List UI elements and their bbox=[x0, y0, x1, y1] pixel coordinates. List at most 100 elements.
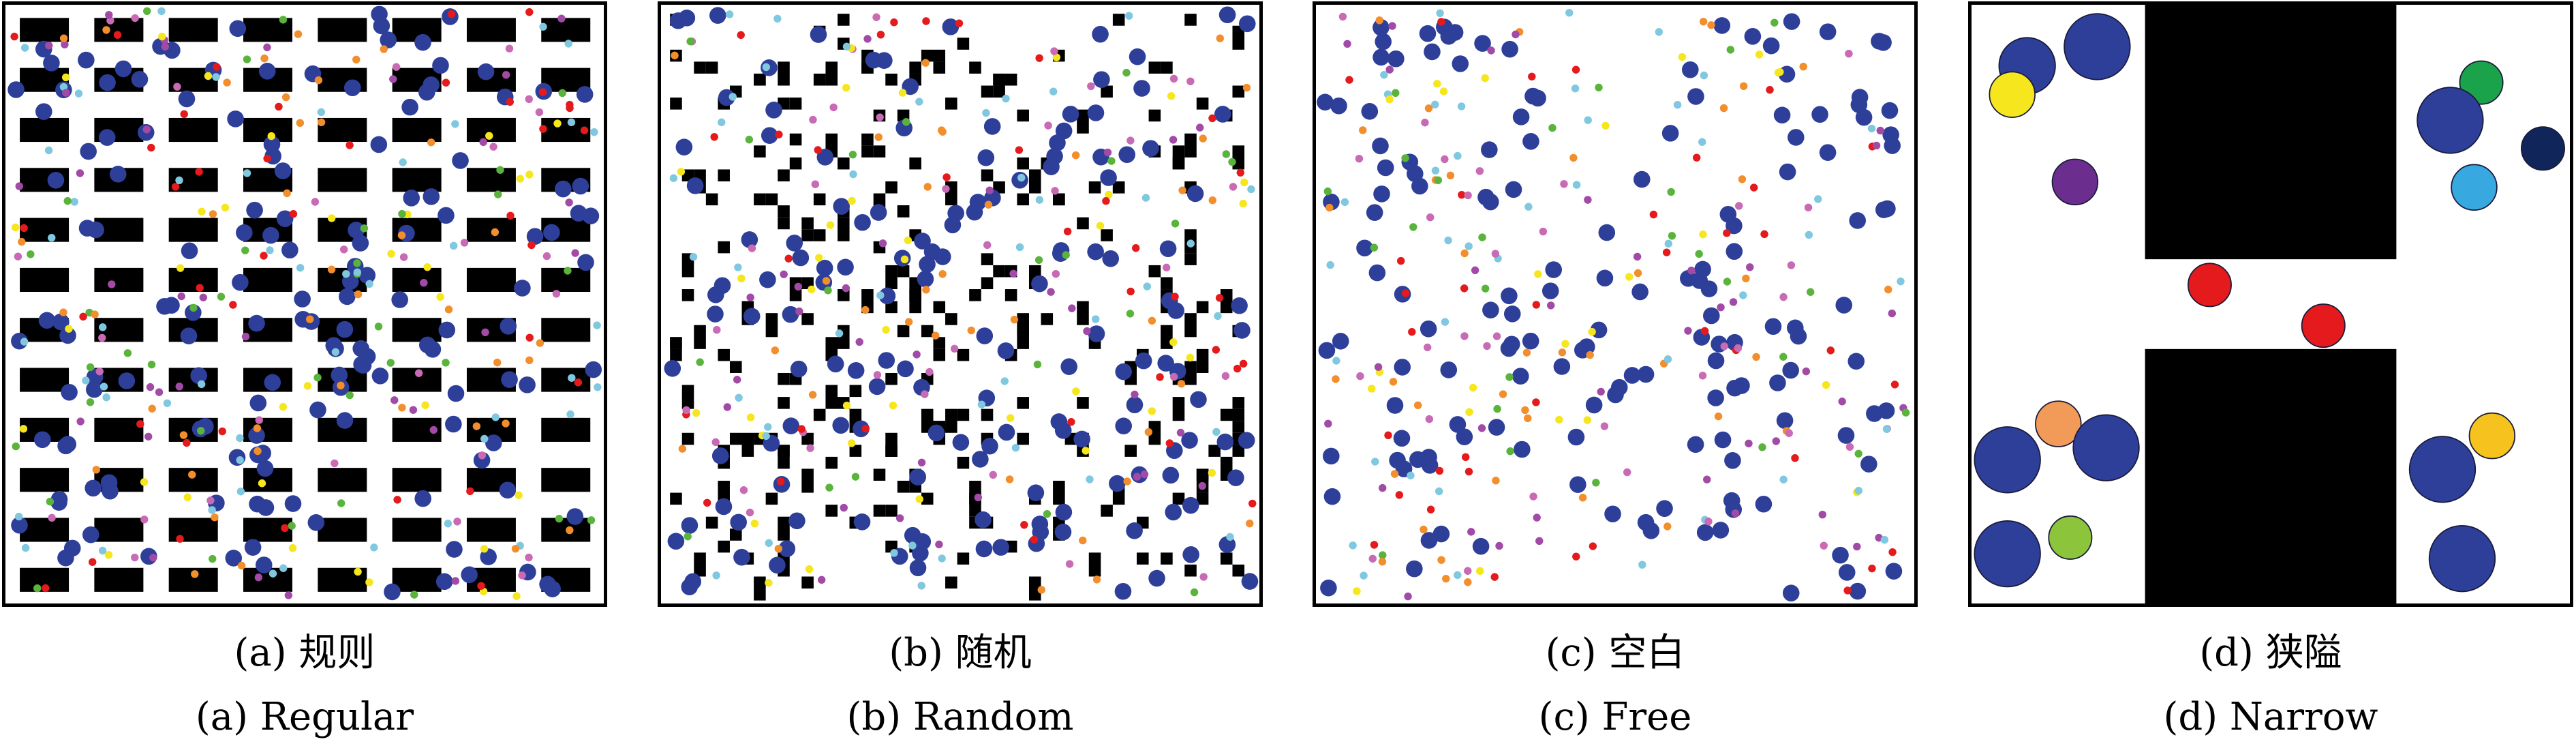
obstacle-block bbox=[933, 337, 946, 349]
obstacle-block bbox=[20, 518, 70, 542]
obstacle-block bbox=[838, 217, 850, 241]
goal-marker bbox=[1738, 175, 1747, 183]
obstacle-block bbox=[861, 145, 874, 158]
goal-marker bbox=[908, 541, 917, 550]
obstacle-block bbox=[1232, 421, 1245, 433]
obstacle-block bbox=[778, 397, 790, 409]
goal-marker bbox=[390, 396, 399, 404]
goal-marker bbox=[1356, 372, 1364, 381]
goal-marker bbox=[1389, 378, 1398, 386]
goal-marker bbox=[1186, 239, 1195, 248]
agent-marker bbox=[336, 320, 354, 338]
goal-marker bbox=[983, 241, 992, 250]
goal-marker bbox=[399, 253, 408, 261]
goal-marker bbox=[1037, 586, 1045, 594]
agent-marker bbox=[102, 482, 119, 500]
agent-marker bbox=[667, 533, 685, 550]
agent-marker bbox=[1472, 537, 1490, 555]
goal-marker bbox=[1460, 332, 1469, 340]
goal-marker bbox=[98, 546, 107, 555]
agent-marker bbox=[1633, 170, 1651, 188]
goal-marker bbox=[183, 493, 191, 502]
agent-marker bbox=[1373, 18, 1390, 36]
goal-marker bbox=[1528, 72, 1536, 81]
goal-marker bbox=[2459, 60, 2504, 105]
goal-marker bbox=[1169, 338, 1178, 346]
agent-marker bbox=[1849, 582, 1867, 600]
goal-marker bbox=[1772, 437, 1780, 445]
agent-marker bbox=[715, 498, 733, 516]
obstacle-block bbox=[873, 145, 886, 158]
goal-marker bbox=[1236, 168, 1244, 177]
agent-marker bbox=[1522, 133, 1539, 150]
goal-marker bbox=[197, 427, 205, 435]
agent-marker bbox=[1596, 269, 1614, 287]
goal-marker bbox=[525, 553, 533, 562]
agent-marker bbox=[33, 431, 51, 449]
goal-marker bbox=[1345, 76, 1353, 84]
agent-marker bbox=[1782, 361, 1799, 379]
obstacle-block bbox=[957, 348, 970, 361]
goal-marker bbox=[1461, 453, 1470, 462]
goal-marker bbox=[1442, 574, 1450, 583]
goal-marker bbox=[535, 108, 544, 117]
goal-marker bbox=[236, 488, 245, 496]
goal-marker bbox=[1186, 77, 1195, 86]
agent-marker bbox=[501, 371, 518, 388]
goal-marker bbox=[199, 293, 207, 301]
goal-marker bbox=[191, 570, 199, 578]
agent-marker bbox=[1714, 431, 1732, 449]
agent-marker bbox=[1769, 374, 1786, 391]
agent-marker bbox=[1687, 88, 1704, 105]
agent-marker bbox=[461, 566, 478, 584]
goal-marker bbox=[1132, 244, 1140, 252]
goal-marker bbox=[279, 403, 288, 411]
agent-marker bbox=[981, 437, 998, 455]
goal-marker bbox=[1487, 46, 1495, 55]
goal-marker bbox=[1880, 535, 1889, 544]
goal-marker bbox=[1758, 443, 1766, 451]
goal-marker bbox=[1723, 229, 1731, 237]
obstacle-block bbox=[778, 61, 790, 86]
obstacle-block bbox=[778, 205, 790, 218]
goal-marker bbox=[481, 328, 489, 337]
goal-marker bbox=[824, 286, 832, 295]
goal-marker bbox=[762, 63, 771, 72]
agent-marker bbox=[1782, 584, 1800, 602]
goal-marker bbox=[506, 98, 515, 106]
goal-marker bbox=[774, 545, 782, 553]
goal-marker bbox=[1822, 381, 1830, 389]
goal-marker bbox=[176, 535, 184, 543]
goal-marker bbox=[1532, 398, 1540, 406]
goal-marker bbox=[480, 545, 489, 553]
obstacle-block bbox=[20, 218, 70, 242]
obstacle-block bbox=[168, 18, 218, 42]
obstacle-block bbox=[318, 468, 367, 492]
goal-marker bbox=[218, 427, 226, 436]
goal-marker bbox=[189, 303, 198, 312]
goal-marker bbox=[317, 108, 326, 117]
agent-marker bbox=[681, 578, 699, 595]
goal-marker bbox=[61, 73, 70, 82]
caption-narrow-cn: (d) 狭隘 bbox=[2199, 631, 2342, 675]
agent-marker bbox=[1567, 428, 1585, 446]
goal-marker bbox=[1199, 573, 1208, 581]
goal-marker bbox=[477, 582, 485, 590]
goal-marker bbox=[211, 513, 219, 522]
goal-marker bbox=[1845, 50, 1853, 58]
agent-marker bbox=[1216, 433, 1234, 451]
agent-marker bbox=[572, 177, 589, 195]
agent-marker bbox=[419, 336, 436, 354]
goal-marker bbox=[863, 35, 872, 43]
goal-marker bbox=[1454, 151, 1462, 160]
agent-marker bbox=[38, 312, 56, 329]
agent-marker bbox=[1847, 353, 1865, 370]
goal-marker bbox=[1148, 316, 1156, 325]
goal-marker bbox=[735, 393, 743, 402]
goal-marker bbox=[904, 318, 913, 326]
goal-marker bbox=[1392, 89, 1400, 97]
goal-marker bbox=[1717, 303, 1725, 312]
goal-marker bbox=[1340, 198, 1349, 207]
goal-marker bbox=[1532, 301, 1541, 309]
goal-marker bbox=[1370, 541, 1379, 549]
